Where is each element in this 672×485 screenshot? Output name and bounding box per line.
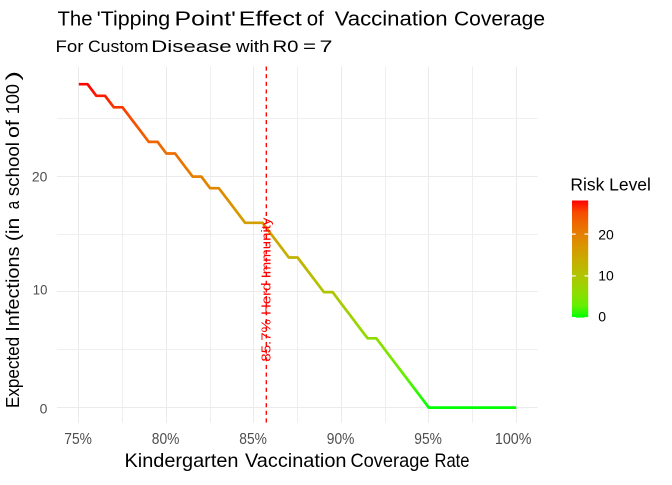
svg-text:a: a (3, 200, 23, 209)
svg-text:(in: (in (3, 218, 23, 241)
svg-text:85%: 85% (239, 431, 267, 448)
svg-text:7: 7 (320, 37, 333, 56)
svg-text:Vaccination: Vaccination (245, 450, 347, 472)
svg-text:school: school (3, 142, 23, 196)
svg-text:10: 10 (33, 282, 48, 297)
svg-text:85.7% Herd Immunity: 85.7% Herd Immunity (259, 217, 274, 362)
svg-text:0: 0 (40, 401, 48, 416)
svg-text:20: 20 (598, 227, 614, 243)
svg-text:Vaccination: Vaccination (335, 8, 448, 31)
svg-text:Disease: Disease (151, 37, 232, 56)
svg-text:Kindergarten: Kindergarten (125, 450, 239, 472)
svg-text:Rate: Rate (435, 450, 470, 472)
svg-text:100%: 100% (495, 431, 532, 448)
svg-text:Coverage: Coverage (351, 450, 430, 472)
svg-text:=: = (303, 37, 316, 56)
svg-text:Infections: Infections (3, 247, 23, 332)
svg-text:Point': Point' (175, 8, 236, 31)
svg-text:100: 100 (3, 84, 23, 114)
svg-text:10: 10 (598, 268, 614, 284)
svg-text:): ) (3, 71, 23, 81)
svg-text:Expected: Expected (3, 337, 23, 408)
svg-text:Custom: Custom (88, 37, 149, 56)
svg-text:20: 20 (32, 170, 48, 185)
svg-text:95%: 95% (414, 431, 442, 448)
svg-text:For: For (56, 37, 84, 56)
svg-text:with: with (235, 37, 270, 56)
svg-text:of: of (3, 119, 23, 138)
svg-text:75%: 75% (64, 431, 92, 448)
svg-text:The: The (58, 8, 93, 31)
svg-text:80%: 80% (152, 431, 180, 448)
svg-text:0: 0 (598, 309, 606, 325)
svg-text:R0: R0 (273, 37, 299, 56)
svg-text:Effect: Effect (239, 8, 302, 31)
svg-text:of: of (307, 8, 324, 31)
svg-text:Coverage: Coverage (454, 8, 545, 31)
svg-text:Risk Level: Risk Level (570, 174, 651, 194)
svg-text:'Tipping: 'Tipping (97, 8, 171, 31)
svg-text:90%: 90% (327, 431, 355, 448)
